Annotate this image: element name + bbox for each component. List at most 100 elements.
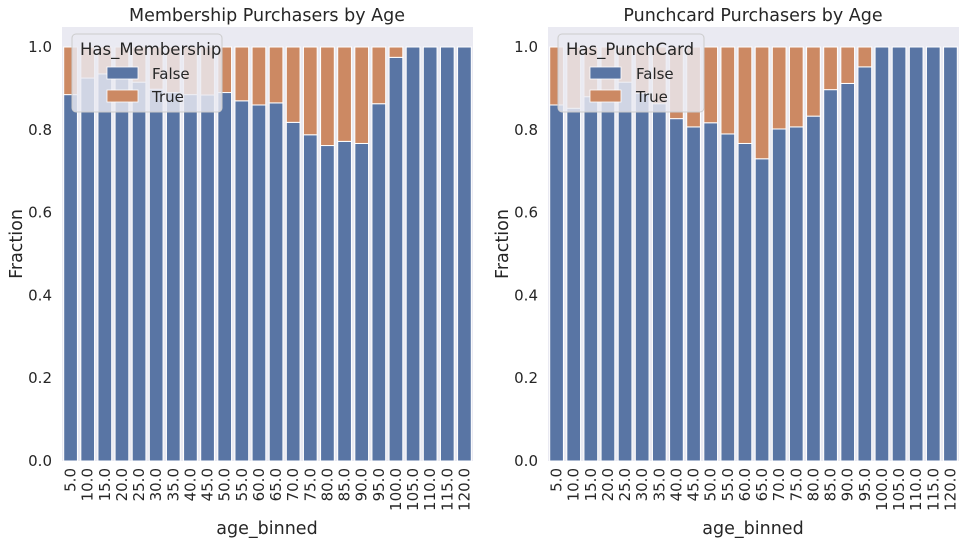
y-tick-label: 0.2 xyxy=(514,369,538,387)
x-tick-label: 5.0 xyxy=(548,468,566,492)
bar-false-10.0 xyxy=(80,77,96,462)
x-tick-label: 60.0 xyxy=(736,468,754,501)
bar-false-80.0 xyxy=(320,145,335,462)
bar-false-55.0 xyxy=(720,133,736,462)
bar-false-30.0 xyxy=(148,88,164,462)
x-tick-label: 120.0 xyxy=(941,468,959,511)
bar-false-100.0 xyxy=(388,56,404,462)
x-tick-label: 20.0 xyxy=(113,468,131,501)
membership-chart: 0.0 0.2 0.4 0.6 0.8 1.0 5.0 10.0 15.0 20.0 25.0 30… xyxy=(7,6,473,539)
bar-true-70.0 xyxy=(285,46,301,123)
x-tick-label: 85.0 xyxy=(336,468,354,501)
legend: Has_Membership False True xyxy=(71,33,223,113)
bar-group xyxy=(63,46,472,462)
bar-false-45.0 xyxy=(686,126,701,462)
x-tick-label: 120.0 xyxy=(455,468,473,511)
x-tick-label: 45.0 xyxy=(685,468,703,501)
bar-false-65.0 xyxy=(754,158,770,462)
x-tick-label: 70.0 xyxy=(770,468,788,501)
x-tick-label: 35.0 xyxy=(164,468,182,501)
x-tick-label: 45.0 xyxy=(199,468,217,501)
x-axis-label: age_binned xyxy=(216,519,317,539)
bar-false-95.0 xyxy=(371,103,387,462)
bar-false-60.0 xyxy=(737,142,753,462)
bar-false-85.0 xyxy=(337,140,352,462)
x-tick-label: 65.0 xyxy=(267,468,285,501)
bar-false-100.0 xyxy=(874,46,890,462)
x-tick-label: 65.0 xyxy=(753,468,771,501)
x-tick-label: 70.0 xyxy=(284,468,302,501)
x-tick-label: 10.0 xyxy=(565,468,583,501)
x-tick-label: 30.0 xyxy=(633,468,651,501)
y-axis-label: Fraction xyxy=(493,209,513,279)
x-tick-label: 115.0 xyxy=(924,468,942,511)
bar-false-70.0 xyxy=(285,121,301,462)
x-axis-label: age_binned xyxy=(702,519,803,539)
y-tick-label: 0.8 xyxy=(514,121,538,139)
x-tick-label: 95.0 xyxy=(856,468,874,501)
x-tick-label: 40.0 xyxy=(181,468,199,501)
bar-false-60.0 xyxy=(251,104,267,462)
x-tick-label: 115.0 xyxy=(438,468,456,511)
bar-false-105.0 xyxy=(405,46,421,462)
legend-swatch-true xyxy=(589,89,622,103)
x-tick-label: 105.0 xyxy=(890,468,908,511)
bar-true-80.0 xyxy=(320,46,335,147)
x-tick-label: 20.0 xyxy=(599,468,617,501)
bar-false-55.0 xyxy=(234,100,250,462)
bar-false-50.0 xyxy=(703,122,719,462)
legend-title: Has_Membership xyxy=(80,40,221,60)
bar-true-75.0 xyxy=(788,46,804,128)
bar-false-10.0 xyxy=(566,107,582,462)
bar-false-20.0 xyxy=(600,100,616,462)
chart-title: Membership Purchasers by Age xyxy=(129,6,405,26)
bar-false-40.0 xyxy=(183,94,198,462)
x-tick-labels: 5.0 10.0 15.0 20.0 25.0 30.0 35.0 40.0 45.0 50.0 5… xyxy=(62,468,474,511)
bar-false-50.0 xyxy=(217,92,233,462)
x-tick-label: 50.0 xyxy=(216,468,234,501)
x-tick-label: 100.0 xyxy=(873,468,891,511)
x-tick-label: 25.0 xyxy=(616,468,634,501)
x-tick-label: 50.0 xyxy=(702,468,720,501)
x-tick-label: 30.0 xyxy=(147,468,165,501)
x-tick-label: 90.0 xyxy=(353,468,371,501)
bar-true-75.0 xyxy=(302,46,318,136)
bar-false-35.0 xyxy=(165,92,181,462)
bar-false-70.0 xyxy=(771,128,787,462)
bar-false-65.0 xyxy=(268,102,284,462)
bar-false-25.0 xyxy=(617,81,633,462)
bar-true-90.0 xyxy=(354,46,370,144)
bar-false-85.0 xyxy=(823,89,838,462)
x-tick-label: 35.0 xyxy=(650,468,668,501)
bar-false-95.0 xyxy=(857,66,873,462)
x-tick-label: 40.0 xyxy=(667,468,685,501)
y-tick-label: 0.0 xyxy=(28,452,52,470)
y-tick-labels: 0.0 0.2 0.4 0.6 0.8 1.0 xyxy=(28,38,52,470)
legend-label-true: True xyxy=(635,88,668,106)
y-tick-label: 0.4 xyxy=(514,286,538,304)
x-tick-label: 80.0 xyxy=(804,468,822,501)
bar-false-75.0 xyxy=(302,134,318,462)
y-tick-label: 0.0 xyxy=(514,452,538,470)
bar-true-80.0 xyxy=(806,46,821,117)
x-tick-label: 85.0 xyxy=(822,468,840,501)
bar-true-50.0 xyxy=(703,46,719,124)
y-tick-label: 0.8 xyxy=(28,121,52,139)
bar-true-65.0 xyxy=(754,46,770,160)
bar-false-5.0 xyxy=(549,104,564,462)
chart-title: Punchcard Purchasers by Age xyxy=(623,6,882,26)
x-tick-label: 90.0 xyxy=(839,468,857,501)
bar-true-85.0 xyxy=(337,46,352,142)
x-tick-label: 105.0 xyxy=(404,468,422,511)
bar-false-15.0 xyxy=(583,96,599,462)
x-tick-label: 25.0 xyxy=(130,468,148,501)
bar-false-120.0 xyxy=(943,46,958,462)
bar-group xyxy=(549,46,958,462)
bar-true-95.0 xyxy=(371,46,387,105)
x-tick-label: 5.0 xyxy=(62,468,80,492)
bar-false-75.0 xyxy=(788,126,804,462)
y-tick-label: 0.4 xyxy=(28,286,52,304)
y-tick-label: 1.0 xyxy=(514,38,538,56)
bar-false-30.0 xyxy=(634,92,650,462)
